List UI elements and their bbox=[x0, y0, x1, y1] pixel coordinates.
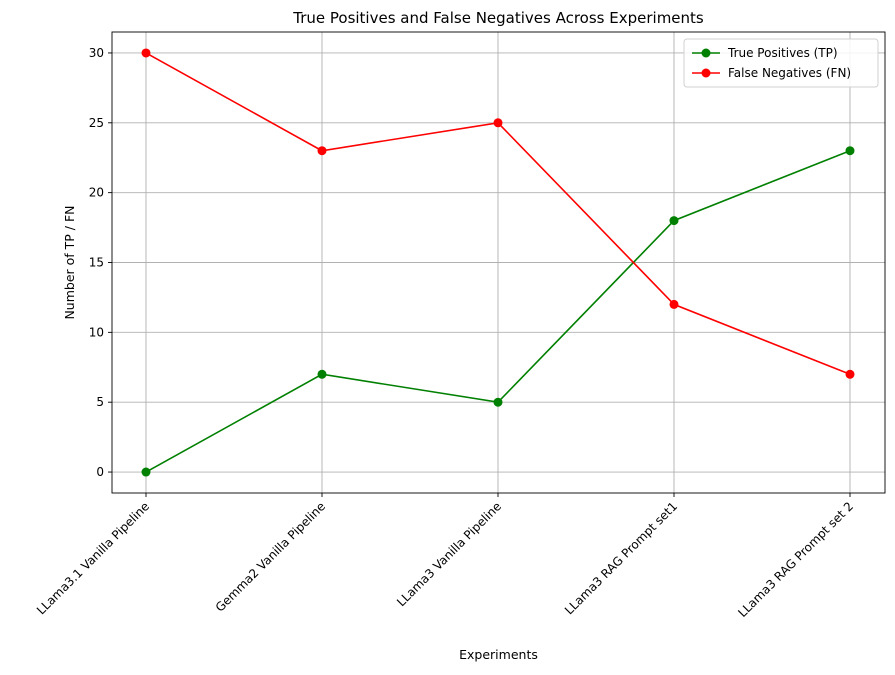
legend: True Positives (TP) False Negatives (FN) bbox=[683, 38, 879, 88]
y-tick-label: 5 bbox=[96, 395, 104, 409]
x-tick-label: Gemma2 Vanilla Pipeline bbox=[213, 499, 328, 614]
data-point bbox=[669, 216, 679, 226]
legend-label: True Positives (TP) bbox=[727, 46, 838, 60]
x-tick-label: LLama3 RAG Prompt set 2 bbox=[735, 499, 856, 620]
series-tp bbox=[141, 146, 855, 477]
y-tick-label: 30 bbox=[89, 46, 104, 60]
data-point bbox=[141, 467, 151, 477]
y-tick-label: 15 bbox=[89, 256, 104, 270]
chart-title: True Positives and False Negatives Acros… bbox=[292, 9, 704, 27]
data-point bbox=[493, 118, 503, 128]
x-tick-label: LLama3 RAG Prompt set1 bbox=[562, 499, 680, 617]
y-tick-label: 20 bbox=[89, 186, 104, 200]
series-layer bbox=[141, 48, 855, 477]
data-point bbox=[317, 146, 327, 156]
y-tick-label: 25 bbox=[89, 116, 104, 130]
legend-box bbox=[683, 38, 879, 88]
x-axis-label: Experiments bbox=[459, 647, 538, 662]
legend-entry: True Positives (TP) bbox=[692, 46, 838, 60]
y-tick-label: 0 bbox=[96, 465, 104, 479]
data-point bbox=[845, 146, 855, 156]
data-point bbox=[493, 397, 503, 407]
legend-label: False Negatives (FN) bbox=[728, 66, 851, 80]
x-tick-label: LLama3 Vanilla Pipeline bbox=[394, 499, 504, 609]
data-point bbox=[141, 48, 151, 58]
data-point bbox=[669, 299, 679, 309]
grid bbox=[112, 32, 885, 493]
y-tick-label: 10 bbox=[89, 325, 104, 339]
legend-marker bbox=[701, 68, 711, 78]
axis-ticks: 0 5 10 15 20 25 30 LLama3.1 Vanilla Pipeline Gem… bbox=[34, 46, 856, 620]
data-point bbox=[317, 369, 327, 379]
data-point bbox=[845, 369, 855, 379]
x-tick-label: LLama3.1 Vanilla Pipeline bbox=[34, 499, 152, 617]
y-axis-label: Number of TP / FN bbox=[62, 205, 77, 319]
legend-marker bbox=[701, 48, 711, 58]
series-fn bbox=[141, 48, 855, 379]
legend-entry: False Negatives (FN) bbox=[692, 66, 851, 80]
